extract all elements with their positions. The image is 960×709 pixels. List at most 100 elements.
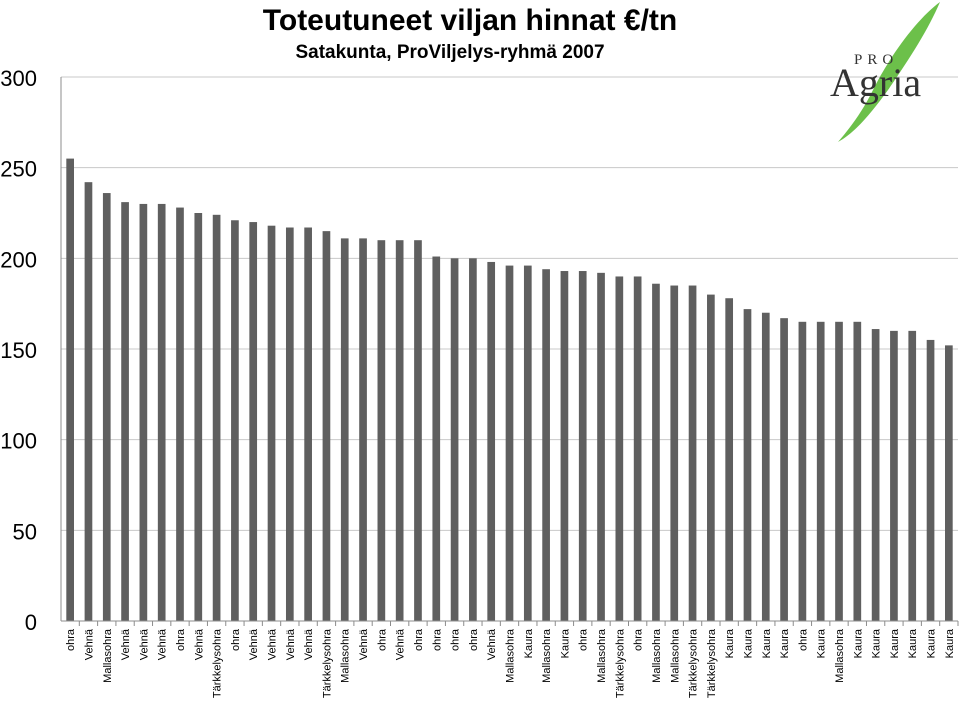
- bar: [505, 265, 514, 621]
- x-tick-label: Mallasohra: [596, 628, 608, 683]
- bar: [926, 339, 935, 621]
- x-tick-label: Vehnä: [193, 628, 205, 660]
- y-tick-label: 0: [25, 610, 37, 635]
- bar: [249, 222, 258, 622]
- bar: [597, 272, 605, 621]
- y-tick-label: 50: [13, 519, 37, 544]
- x-tick-label: Kaura: [724, 628, 736, 658]
- x-tick-label: Tärkkelysohra: [706, 628, 718, 698]
- logo-pro-text: PRO: [854, 52, 898, 68]
- proagria-logo: PRO Agria: [830, 2, 940, 142]
- bar: [761, 312, 770, 621]
- bar: [322, 231, 331, 621]
- x-tick-label: ohra: [230, 628, 242, 651]
- bar: [469, 258, 477, 621]
- x-tick-label: Vehnä: [83, 628, 95, 660]
- bar: [231, 220, 239, 621]
- y-tick-label: 150: [0, 338, 37, 363]
- x-tick-label: Kaura: [779, 628, 791, 658]
- x-tick-label: Kaura: [907, 628, 919, 658]
- x-tick-label: ohra: [175, 628, 187, 651]
- y-tick-label: 250: [0, 157, 37, 182]
- x-tick-label: Tärkkelysohra: [614, 628, 626, 698]
- x-tick-label: ohra: [431, 628, 443, 651]
- bar: [212, 214, 221, 621]
- bar: [707, 294, 715, 621]
- x-tick-label: Mallasohra: [834, 628, 846, 683]
- y-tick-label: 100: [0, 429, 37, 454]
- x-tick-label: Vehnä: [267, 628, 279, 660]
- x-tick-label: ohra: [376, 628, 388, 651]
- bar: [688, 285, 697, 621]
- x-tick-label: Vehnä: [395, 628, 407, 660]
- bar: [578, 271, 587, 621]
- x-tick-label: Vehnä: [303, 628, 315, 660]
- bar: [725, 298, 734, 621]
- bar: [871, 329, 880, 621]
- x-tick-label: Kaura: [559, 628, 571, 658]
- bar: [487, 261, 496, 621]
- x-tick-label: Vehnä: [358, 628, 370, 660]
- x-tick-label: Vehnä: [120, 628, 132, 660]
- chart-subtitle: Satakunta, ProViljelys-ryhmä 2007: [295, 42, 605, 63]
- x-tick-label: Kaura: [816, 628, 828, 658]
- x-axis: ohra Vehnä Mallasohra Vehnä Vehnä Vehnä ohra Ve…: [61, 620, 959, 698]
- chart-title: Toteutuneet viljan hinnat €/tn: [262, 4, 678, 37]
- bar: [853, 321, 862, 621]
- x-tick-label: Vehnä: [248, 628, 260, 660]
- x-tick-label: ohra: [413, 628, 425, 651]
- x-tick-label: Mallasohra: [340, 628, 352, 683]
- y-axis: 0 50 100 150 200 250 300: [0, 66, 62, 635]
- x-tick-label: Kaura: [889, 628, 901, 658]
- x-tick-label: Tärkkelysohra: [212, 628, 224, 698]
- y-tick-label: 200: [0, 247, 37, 272]
- x-tick-label: Mallasohra: [102, 628, 114, 683]
- x-tick-label: Kaura: [871, 628, 883, 658]
- bar: [652, 283, 660, 621]
- bar: [359, 238, 367, 622]
- x-tick-label: ohra: [633, 628, 645, 651]
- bar: [670, 285, 679, 621]
- x-tick-label: Vehnä: [486, 628, 498, 660]
- bar: [542, 269, 550, 621]
- x-tick-label: ohra: [450, 628, 462, 651]
- bar: [84, 182, 93, 621]
- bar: [633, 276, 642, 621]
- bar: [414, 240, 422, 621]
- bar: [157, 203, 166, 621]
- bar: [285, 227, 294, 622]
- bar: [835, 321, 843, 621]
- bar: [908, 330, 917, 621]
- bar: [194, 213, 203, 621]
- bar: [743, 309, 752, 621]
- bar: [432, 256, 441, 621]
- x-tick-label: Mallasohra: [669, 628, 681, 683]
- x-tick-label: Vehnä: [285, 628, 297, 660]
- x-tick-label: Kaura: [523, 628, 535, 658]
- bar: [798, 321, 807, 621]
- x-tick-label: ohra: [468, 628, 480, 651]
- x-tick-label: ohra: [797, 628, 809, 651]
- x-tick-label: Mallasohra: [651, 628, 663, 683]
- bar: [395, 240, 404, 621]
- x-tick-label: Mallasohra: [541, 628, 553, 683]
- bar: [176, 207, 184, 621]
- bar: [66, 158, 74, 621]
- x-tick-label: Tärkkelysohra: [688, 628, 700, 698]
- x-tick-label: Tärkkelysohra: [321, 628, 333, 698]
- bar: [377, 240, 386, 621]
- bar: [780, 318, 788, 621]
- bar: [890, 330, 898, 621]
- x-tick-label: Vehnä: [157, 628, 169, 660]
- x-tick-label: Vehnä: [138, 628, 150, 660]
- bars: [66, 158, 953, 622]
- x-tick-label: ohra: [65, 628, 77, 651]
- bar: [121, 202, 129, 621]
- y-tick-label: 300: [0, 66, 37, 91]
- bar: [560, 271, 569, 621]
- bar: [816, 321, 825, 621]
- bar: [102, 193, 111, 621]
- x-tick-label: Kaura: [742, 628, 754, 658]
- x-tick-label: Mallasohra: [505, 628, 517, 683]
